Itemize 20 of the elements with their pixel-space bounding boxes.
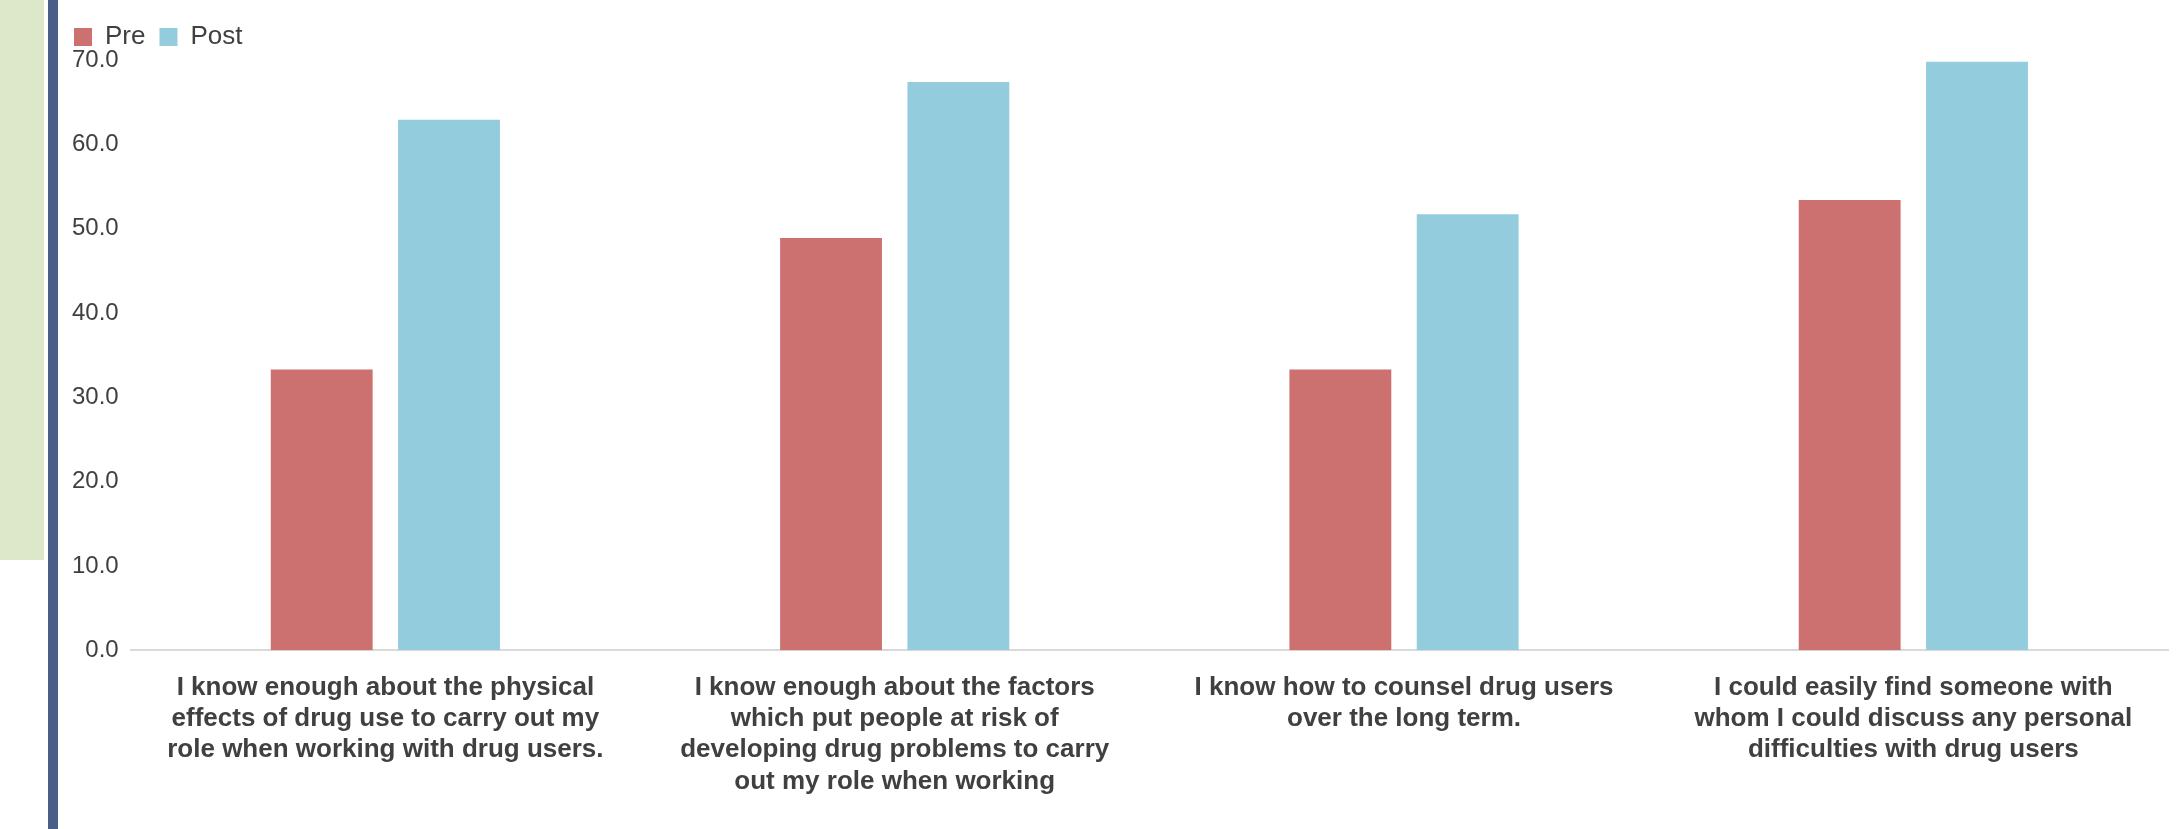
x-tick-label: I know enough about the factors which put people at risk of developing drug problems to carry out my role when working bbox=[680, 670, 1110, 795]
x-tick-label: I know how to counsel drug users over the long term. bbox=[1194, 670, 1614, 733]
bar bbox=[907, 81, 1010, 651]
y-tick-label: 50.0 bbox=[71, 213, 119, 241]
y-tick-label: 10.0 bbox=[71, 550, 119, 578]
bar bbox=[780, 237, 882, 651]
bar bbox=[1798, 199, 1901, 651]
y-tick-label: 30.0 bbox=[71, 381, 119, 409]
y-tick-label: 0.0 bbox=[85, 634, 119, 662]
bar bbox=[398, 119, 500, 651]
bar bbox=[1926, 61, 2028, 651]
y-tick-label: 40.0 bbox=[71, 297, 119, 325]
bar bbox=[1416, 214, 1519, 651]
x-tick-label: I know enough about the physical effects of drug use to carry out my role when working with drug users. bbox=[167, 670, 604, 764]
y-tick-label: 60.0 bbox=[71, 128, 119, 156]
legend-label: Post bbox=[190, 20, 244, 51]
bar bbox=[270, 369, 373, 651]
bar bbox=[1289, 369, 1392, 651]
y-tick-label: 20.0 bbox=[71, 466, 119, 494]
x-tick-label: I could easily find someone with whom I could discuss any personal difficulties with drug users bbox=[1693, 670, 2133, 764]
